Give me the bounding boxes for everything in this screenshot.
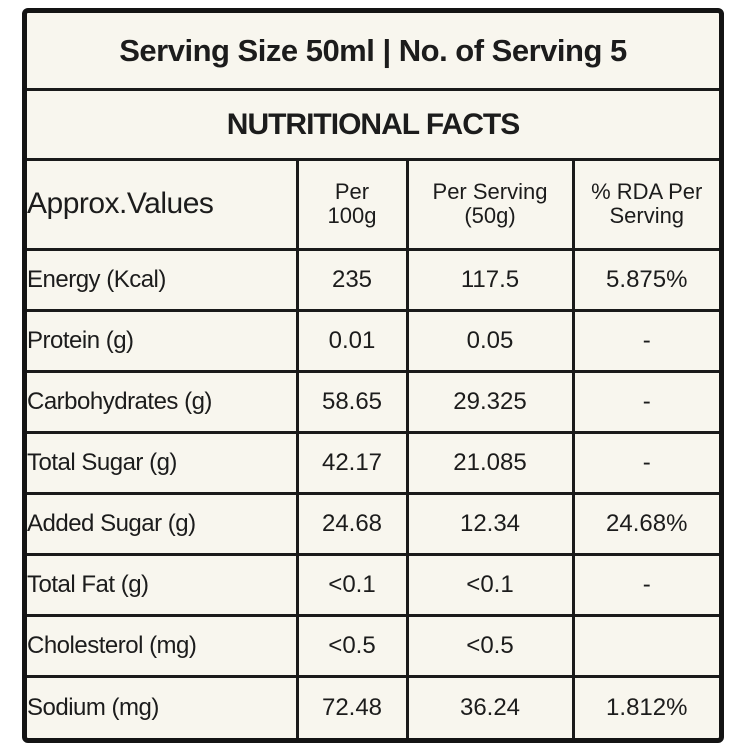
table-row: Energy (Kcal) 235 117.5 5.875%	[27, 247, 719, 312]
col-header-approx-values: Approx.Values	[27, 161, 299, 251]
table-row: Added Sugar (g) 24.68 12.34 24.68%	[27, 492, 719, 557]
table-row: Total Fat (g) <0.1 <0.1 -	[27, 553, 719, 618]
nutrient-name: Carbohydrates (g)	[27, 369, 299, 434]
col-header-per-serving-line1: Per Serving	[432, 179, 548, 205]
rda-value: 24.68%	[571, 492, 719, 557]
col-header-rda-line2: Serving	[609, 203, 685, 229]
rda-value: -	[571, 430, 719, 496]
rda-value: -	[571, 308, 719, 373]
nutrient-name: Sodium (mg)	[27, 675, 299, 738]
col-header-per-100g-line2: 100g	[327, 203, 377, 229]
nutrient-name: Protein (g)	[27, 308, 299, 373]
nutrient-name: Total Sugar (g)	[27, 430, 299, 496]
rda-value: -	[571, 369, 719, 434]
per-serving-value: 12.34	[405, 492, 575, 557]
per-serving-value: <0.1	[405, 553, 575, 618]
per-100g-value: <0.1	[295, 553, 409, 618]
per-100g-value: <0.5	[295, 614, 409, 679]
nutrient-name: Added Sugar (g)	[27, 492, 299, 557]
nutrition-table: Approx.Values Per 100g Per Serving (50g)…	[27, 161, 719, 738]
per-serving-value: 36.24	[405, 675, 575, 738]
table-header-row: Approx.Values Per 100g Per Serving (50g)…	[27, 161, 719, 251]
per-serving-value: 29.325	[405, 369, 575, 434]
table-row: Sodium (mg) 72.48 36.24 1.812%	[27, 675, 719, 738]
nutrient-name: Total Fat (g)	[27, 553, 299, 618]
nutrition-label: Serving Size 50ml | No. of Serving 5 NUT…	[22, 8, 724, 743]
nutrient-name: Cholesterol (mg)	[27, 614, 299, 679]
table-row: Protein (g) 0.01 0.05 -	[27, 308, 719, 373]
per-serving-value: 21.085	[405, 430, 575, 496]
per-serving-value: <0.5	[405, 614, 575, 679]
table-row: Total Sugar (g) 42.17 21.085 -	[27, 430, 719, 496]
per-100g-value: 72.48	[295, 675, 409, 738]
nutrient-name: Energy (Kcal)	[27, 247, 299, 312]
table-row: Carbohydrates (g) 58.65 29.325 -	[27, 369, 719, 434]
per-100g-value: 58.65	[295, 369, 409, 434]
col-header-per-100g-line1: Per	[334, 179, 370, 205]
col-header-per-serving: Per Serving (50g)	[405, 161, 575, 251]
rda-value	[571, 614, 719, 679]
nutritional-facts-heading: NUTRITIONAL FACTS	[27, 91, 719, 161]
col-header-per-serving-line2: (50g)	[464, 203, 516, 229]
table-row: Cholesterol (mg) <0.5 <0.5	[27, 614, 719, 679]
col-header-rda-line1: % RDA Per	[591, 179, 703, 205]
rda-value: 5.875%	[571, 247, 719, 312]
per-serving-value: 0.05	[405, 308, 575, 373]
per-100g-value: 0.01	[295, 308, 409, 373]
per-100g-value: 42.17	[295, 430, 409, 496]
col-header-per-100g: Per 100g	[295, 161, 409, 251]
serving-size-line: Serving Size 50ml | No. of Serving 5	[27, 13, 719, 91]
per-serving-value: 117.5	[405, 247, 575, 312]
rda-value: -	[571, 553, 719, 618]
per-100g-value: 235	[295, 247, 409, 312]
rda-value: 1.812%	[571, 675, 719, 738]
col-header-rda: % RDA Per Serving	[571, 161, 719, 251]
per-100g-value: 24.68	[295, 492, 409, 557]
